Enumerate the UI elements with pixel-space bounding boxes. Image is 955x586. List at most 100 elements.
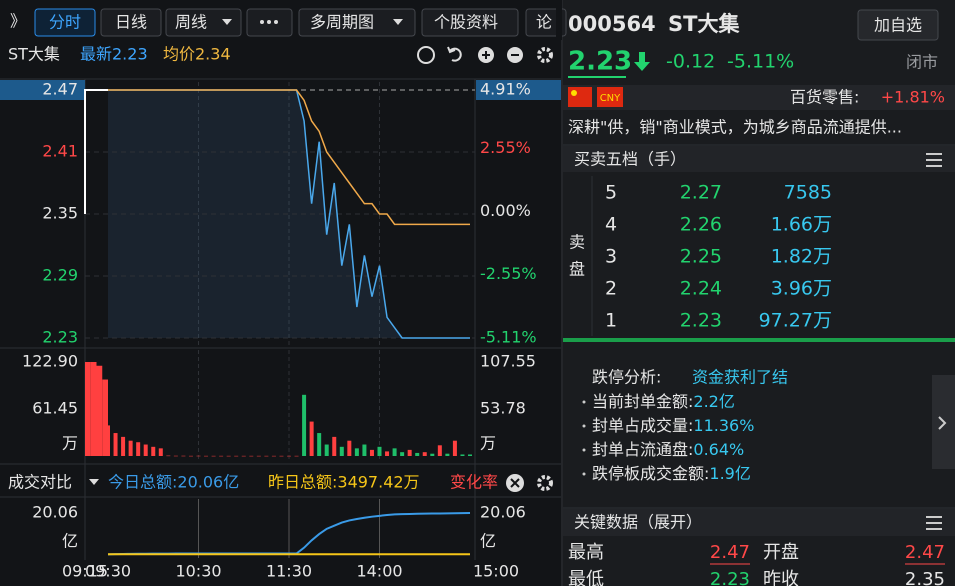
y-tick-label: 122.90 — [22, 352, 78, 371]
change-rate[interactable]: 变化率 — [450, 473, 498, 492]
add-watch-button[interactable] — [857, 9, 939, 41]
key-label: 昨收 — [763, 569, 799, 586]
volume-bar — [128, 440, 133, 456]
side-label: 卖 — [569, 233, 585, 252]
tab-label[interactable]: 多周期图 — [310, 13, 374, 32]
y2-tick-label: 2.55% — [480, 138, 531, 157]
item-value: 0.64% — [693, 440, 744, 459]
key-value: 2.47 — [710, 542, 750, 563]
change: -0.12 — [666, 51, 715, 73]
legend-entry: 今日总额:20.06亿 — [108, 473, 239, 492]
stock-name: ST大集 — [668, 12, 740, 36]
ask-volume: 1.82万 — [771, 246, 832, 268]
y-tick-label: 2.41 — [42, 142, 78, 161]
bullet — [582, 424, 586, 428]
level: 4 — [605, 214, 617, 236]
level: 2 — [605, 278, 617, 300]
dropdown-arrow — [393, 19, 403, 25]
y-tick-label: 2.23 — [42, 328, 78, 347]
volume-bar — [173, 455, 178, 457]
y2-tick-label: 4.91% — [480, 80, 531, 99]
tab-button[interactable] — [421, 8, 519, 37]
volume-bar — [226, 455, 231, 457]
item-label: 当前封单金额: — [592, 392, 693, 411]
auction-bar — [85, 362, 91, 456]
tab-button[interactable] — [34, 8, 96, 37]
volume-bar — [362, 444, 367, 456]
settings-icon[interactable] — [537, 475, 553, 491]
analysis-item: 跌停板成交金额:1.9亿 — [592, 464, 751, 483]
tab-label[interactable]: 论 — [536, 13, 552, 32]
ask-price: 2.27 — [680, 182, 722, 204]
tab-label[interactable]: 日线 — [115, 13, 147, 32]
volume-bar — [347, 440, 352, 456]
down-arrow — [634, 52, 650, 71]
volume-bar — [143, 444, 148, 456]
tab-label[interactable]: 分时 — [49, 13, 81, 32]
volume-bar — [437, 445, 442, 456]
stock-name: ST大集 — [8, 45, 60, 64]
key-label: 开盘 — [763, 542, 799, 563]
stock-code: 000564 — [568, 12, 656, 36]
item-value: 2.2亿 — [693, 392, 734, 411]
auction-bar — [96, 365, 103, 456]
tab-label[interactable]: 周线 — [175, 13, 207, 32]
unit-label: 万 — [62, 434, 78, 453]
volume-bar — [204, 455, 209, 457]
tab-label[interactable]: 个股资料 — [434, 13, 498, 32]
volume-bar — [332, 436, 337, 456]
sector[interactable]: 百货零售: — [790, 88, 859, 107]
volume-bar — [430, 453, 435, 456]
volume-bar — [151, 446, 156, 456]
key-value: 2.35 — [905, 569, 945, 586]
volume-bar — [264, 455, 269, 457]
key-label: 最高 — [568, 542, 604, 563]
dot — [274, 20, 278, 24]
side-label: 盘 — [569, 260, 585, 279]
change-pct: -5.11% — [727, 51, 794, 73]
ask-price: 2.23 — [680, 310, 722, 332]
x-tick-label: 09:15 — [62, 562, 108, 581]
tab-button[interactable] — [165, 8, 242, 37]
menu-icon[interactable] — [926, 153, 942, 167]
legend-entry: 昨日总额:3497.42万 — [268, 473, 420, 492]
item-label: 封单占成交量: — [592, 416, 693, 435]
volume-bar — [339, 446, 344, 456]
y2-tick-label: 20.06 — [480, 503, 526, 522]
item-value: 11.36% — [693, 416, 754, 435]
volume-bar — [400, 452, 405, 456]
tab-button[interactable] — [100, 8, 162, 37]
price-area — [108, 90, 470, 338]
add-watch-label[interactable]: 加自选 — [874, 16, 922, 35]
speed-icon[interactable] — [417, 46, 435, 64]
divider-bar — [563, 338, 955, 342]
volume-bar — [234, 455, 239, 457]
ask-volume: 7585 — [784, 182, 832, 204]
undo-icon[interactable] — [447, 46, 462, 62]
currency: CNY — [600, 93, 621, 104]
volume-bar — [158, 448, 163, 456]
market-status: 闭市 — [906, 53, 938, 72]
tab-button[interactable] — [298, 8, 416, 37]
volume-bar — [302, 394, 307, 456]
unit-label: 万 — [480, 434, 496, 453]
ask-price: 2.24 — [680, 278, 722, 300]
settings-icon[interactable] — [537, 47, 553, 63]
volume-bar — [377, 446, 382, 456]
auction-line — [84, 89, 108, 214]
volume-bar — [106, 425, 110, 456]
level: 3 — [605, 246, 617, 268]
key-data-title[interactable]: 关键数据（展开） — [574, 513, 702, 532]
menu-icon[interactable] — [926, 516, 942, 530]
level: 5 — [605, 182, 617, 204]
item-value: 1.9亿 — [709, 464, 750, 483]
x-tick-label: 15:00 — [473, 562, 519, 581]
volume-bar — [287, 455, 291, 457]
auction-bar — [90, 362, 97, 456]
unit-label: 亿 — [480, 532, 496, 551]
ask-volume: 97.27万 — [759, 310, 832, 332]
dropdown-arrow[interactable] — [89, 479, 99, 485]
expand-icon[interactable]: 》 — [10, 12, 26, 31]
y2-tick-label: 0.00% — [480, 201, 531, 220]
order-book-title: 买卖五档（手） — [574, 150, 686, 169]
